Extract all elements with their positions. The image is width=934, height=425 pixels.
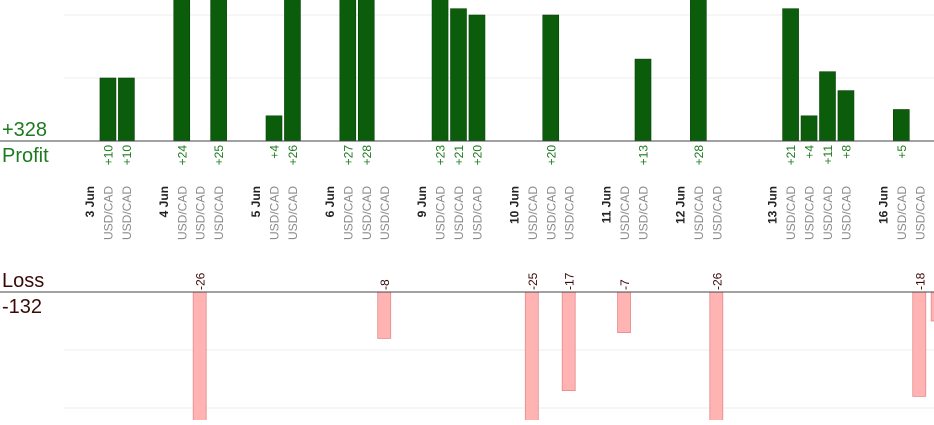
profit-bar — [284, 0, 301, 142]
profit-value-label: +8 — [839, 145, 853, 159]
profit-bar — [173, 0, 191, 142]
profit-bar — [892, 109, 910, 142]
profit-value-label: +20 — [544, 145, 558, 166]
pair-label: USD/CAD — [175, 186, 189, 240]
loss-total: -132 — [2, 296, 43, 318]
profit-value-label: +4 — [803, 145, 817, 159]
profit-bar — [800, 115, 818, 142]
pair-label: USD/CAD — [378, 186, 392, 240]
pair-label: USD/CAD — [784, 186, 798, 240]
day-label: 13 Jun — [766, 186, 780, 224]
pair-label: USD/CAD — [268, 186, 282, 240]
profit-value-label: +13 — [637, 145, 651, 166]
loss-value-label: -7 — [618, 279, 632, 290]
loss-bar — [930, 291, 934, 322]
profit-total: +328 — [2, 119, 48, 141]
loss-value-label: -26 — [194, 272, 208, 290]
profit-bar — [634, 58, 652, 142]
profit-bar — [357, 0, 375, 142]
day-label: 9 Jun — [415, 186, 429, 217]
day-label: 6 Jun — [323, 186, 337, 217]
pair-label: USD/CAD — [803, 186, 817, 240]
loss-value-label: -26 — [710, 272, 724, 290]
profit-bar — [837, 90, 855, 142]
pair-label: USD/CAD — [120, 186, 134, 240]
profit-value-label: +20 — [470, 145, 484, 166]
profit-bar — [782, 8, 799, 142]
day-label: 10 Jun — [507, 186, 521, 224]
pair-label: USD/CAD — [563, 186, 577, 240]
pair-label: USD/CAD — [452, 186, 466, 240]
pair-label: USD/CAD — [194, 186, 208, 240]
profit-value-label: +23 — [434, 145, 448, 166]
profit-value-label: +21 — [452, 145, 466, 166]
loss-label: Loss — [2, 270, 45, 292]
loss-bar — [192, 291, 207, 425]
day-label: 3 Jun — [83, 186, 97, 217]
pair-label: USD/CAD — [101, 186, 115, 240]
loss-value-label: -5 — [932, 279, 934, 290]
profit-value-label: +24 — [175, 145, 189, 166]
profit-bar — [819, 71, 836, 142]
profit-value-label: +27 — [341, 145, 355, 166]
profit-value-label: +21 — [784, 145, 798, 166]
pair-label: USD/CAD — [470, 186, 484, 240]
profit-value-label: +26 — [286, 145, 300, 166]
day-label: 12 Jun — [673, 186, 687, 224]
profit-value-label: +25 — [212, 145, 226, 166]
loss-bar — [912, 291, 927, 397]
profit-bar — [339, 0, 357, 142]
pair-label: USD/CAD — [895, 186, 909, 240]
pair-label: USD/CAD — [932, 186, 934, 240]
pair-label: USD/CAD — [618, 186, 632, 240]
pair-label: USD/CAD — [360, 186, 374, 240]
profit-value-label: +28 — [692, 145, 706, 166]
day-label: 16 Jun — [876, 186, 890, 224]
day-label: 4 Jun — [157, 186, 171, 217]
profit-bar — [431, 0, 449, 142]
loss-bar — [561, 291, 576, 391]
loss-value-label: -8 — [378, 279, 392, 290]
loss-bar — [709, 291, 724, 425]
pair-label: USD/CAD — [637, 186, 651, 240]
pair-label: USD/CAD — [286, 186, 300, 240]
profit-value-label: +28 — [360, 145, 374, 166]
loss-value-label: -17 — [563, 272, 577, 290]
pair-label: USD/CAD — [692, 186, 706, 240]
loss-bar — [524, 291, 539, 425]
profit-value-label: +10 — [120, 145, 134, 166]
profit-bar — [210, 0, 227, 142]
pair-label: USD/CAD — [434, 186, 448, 240]
profit-value-label: +11 — [821, 145, 835, 165]
loss-value-label: -25 — [526, 272, 540, 290]
profit-value-label: +5 — [895, 145, 909, 159]
loss-bar — [377, 291, 392, 339]
day-label: 5 Jun — [249, 186, 263, 217]
profit-bar — [542, 14, 560, 142]
pair-label: USD/CAD — [821, 186, 835, 240]
pair-label: USD/CAD — [212, 186, 226, 240]
pair-label: USD/CAD — [710, 186, 724, 240]
loss-value-label: -18 — [913, 272, 927, 290]
profit-value-label: +10 — [101, 145, 115, 166]
profit-value-label: +4 — [268, 145, 282, 159]
profit-bar — [118, 77, 135, 142]
profit-bar — [265, 115, 283, 142]
loss-bar — [617, 291, 631, 333]
pair-label: USD/CAD — [913, 186, 927, 240]
pair-label: USD/CAD — [544, 186, 558, 240]
pair-label: USD/CAD — [341, 186, 355, 240]
profit-bar — [690, 0, 707, 142]
profit-bar — [450, 8, 467, 142]
profit-label: Profit — [2, 145, 49, 167]
profit-bar — [468, 14, 486, 142]
pair-label: USD/CAD — [526, 186, 540, 240]
day-label: 11 Jun — [600, 186, 614, 223]
pair-label: USD/CAD — [839, 186, 853, 240]
profit-bar — [99, 77, 117, 142]
